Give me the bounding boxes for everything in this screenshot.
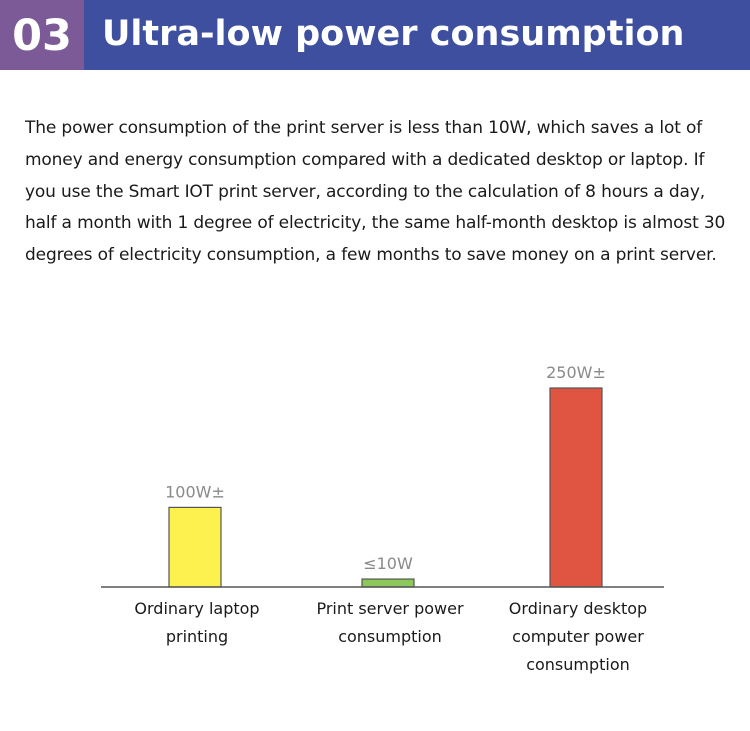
category-label-line: Ordinary desktop	[509, 599, 647, 618]
bar-1	[168, 506, 222, 588]
category-label-line: consumption	[338, 627, 442, 646]
category-label-line: printing	[166, 627, 228, 646]
description-paragraph: The power consumption of the print serve…	[25, 118, 726, 266]
bar-3	[549, 387, 603, 588]
category-label-line: consumption	[526, 655, 630, 674]
section-header: 03 Ultra-low power consumption	[0, 0, 750, 70]
category-label-3: Ordinary desktop computer power consumptio…	[509, 599, 647, 674]
power-consumption-chart: 100W± ≤10W 250W± Ordinary laptop printing Pr…	[101, 363, 664, 674]
value-label-3: 250W±	[546, 363, 606, 382]
category-label-line: Print server power	[316, 599, 464, 618]
bar-2	[361, 578, 415, 588]
category-label-line: Ordinary laptop	[134, 599, 259, 618]
section-number-box: 03	[0, 0, 84, 70]
chart-value-labels: 100W± ≤10W 250W±	[165, 363, 606, 573]
value-label-2: ≤10W	[363, 554, 413, 573]
value-label-1: 100W±	[165, 482, 225, 501]
section-number: 03	[12, 11, 72, 61]
category-label-1: Ordinary laptop printing	[134, 599, 259, 646]
category-label-2: Print server power consumption	[316, 599, 464, 646]
category-label-line: computer power	[512, 627, 644, 646]
section-title: Ultra-low power consumption	[102, 14, 685, 54]
chart-category-labels: Ordinary laptop printing Print server powe…	[134, 599, 647, 674]
section-title-box: Ultra-low power consumption	[84, 0, 750, 70]
